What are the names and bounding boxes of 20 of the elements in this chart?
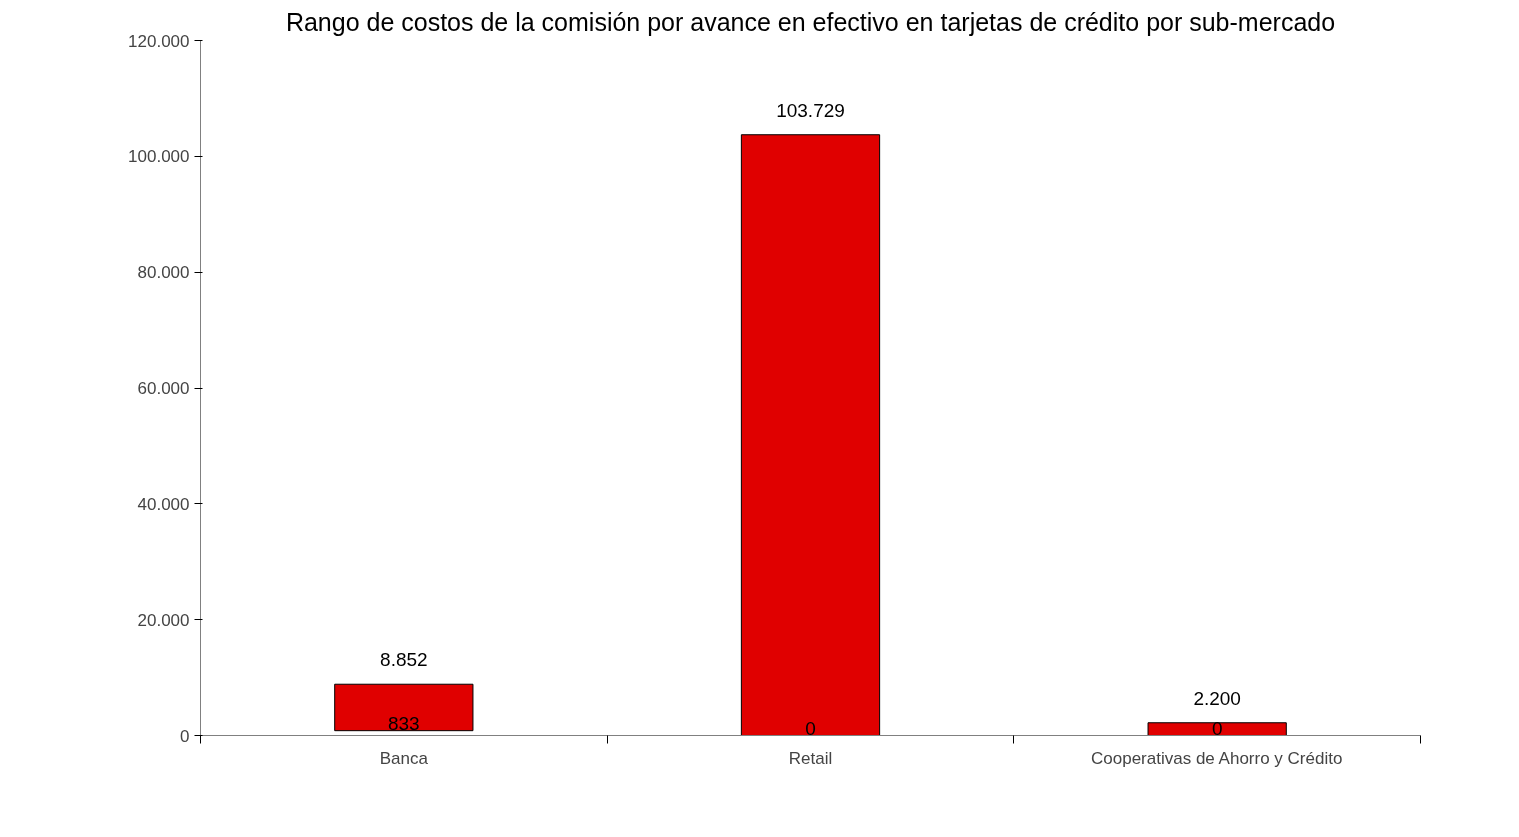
x-tick-label: Retail	[788, 748, 833, 768]
x-tick-label: Banca	[379, 748, 429, 768]
annotation: 8.852	[380, 649, 428, 671]
y-tick-label: 20.000	[137, 610, 190, 630]
y-tick-label: 100.000	[128, 147, 190, 167]
x-tick-label: Cooperativas de Ahorro y Crédito	[1091, 748, 1343, 768]
y-tick-label: 60.000	[137, 379, 190, 398]
bar	[334, 683, 474, 732]
bar	[1147, 722, 1287, 736]
bar	[740, 134, 881, 736]
y-tick-label: 40.000	[137, 494, 190, 514]
chart-title: Rango de costos de la comisión por avance en efectivo en tarjetas de crédito por sub-mercado	[285, 7, 1336, 36]
annotation: 103.729	[776, 99, 845, 121]
annotation: 833	[387, 712, 420, 734]
y-tick-label: 80.000	[137, 263, 190, 283]
annotation: 2.200	[1193, 687, 1241, 709]
annotation: 0	[805, 717, 816, 739]
y-tick-label: 120.000	[128, 31, 190, 51]
y-tick-label: 0	[180, 726, 190, 746]
annotation: 0	[1211, 717, 1223, 739]
